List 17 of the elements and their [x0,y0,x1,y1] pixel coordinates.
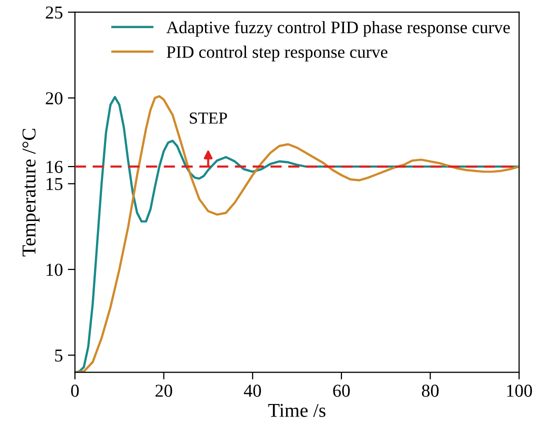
x-tick-label: 80 [422,384,439,397]
y-tick-label: 10 [46,264,62,276]
y-axis-title: Temperature /°C [22,128,40,256]
x-tick-label: 100 [507,384,532,397]
y-tick-label: 20 [46,92,62,104]
x-tick-label: 20 [156,384,172,397]
x-tick-label: 60 [333,384,350,397]
x-tick-label: 0 [71,384,79,397]
annotation: STEP [190,112,227,124]
x-axis-title: Time /s [268,404,326,417]
x-tick-label: 40 [244,384,261,397]
y-tick-label: 5 [55,350,62,362]
y-tick-label: 15 [46,178,62,190]
legend-label: PID control step response curve [166,46,388,62]
y-tick-label: 25 [46,6,62,19]
y-tick-label: 16 [46,160,63,173]
legend-label: Adaptive fuzzy control PID phase response curve [166,20,510,37]
